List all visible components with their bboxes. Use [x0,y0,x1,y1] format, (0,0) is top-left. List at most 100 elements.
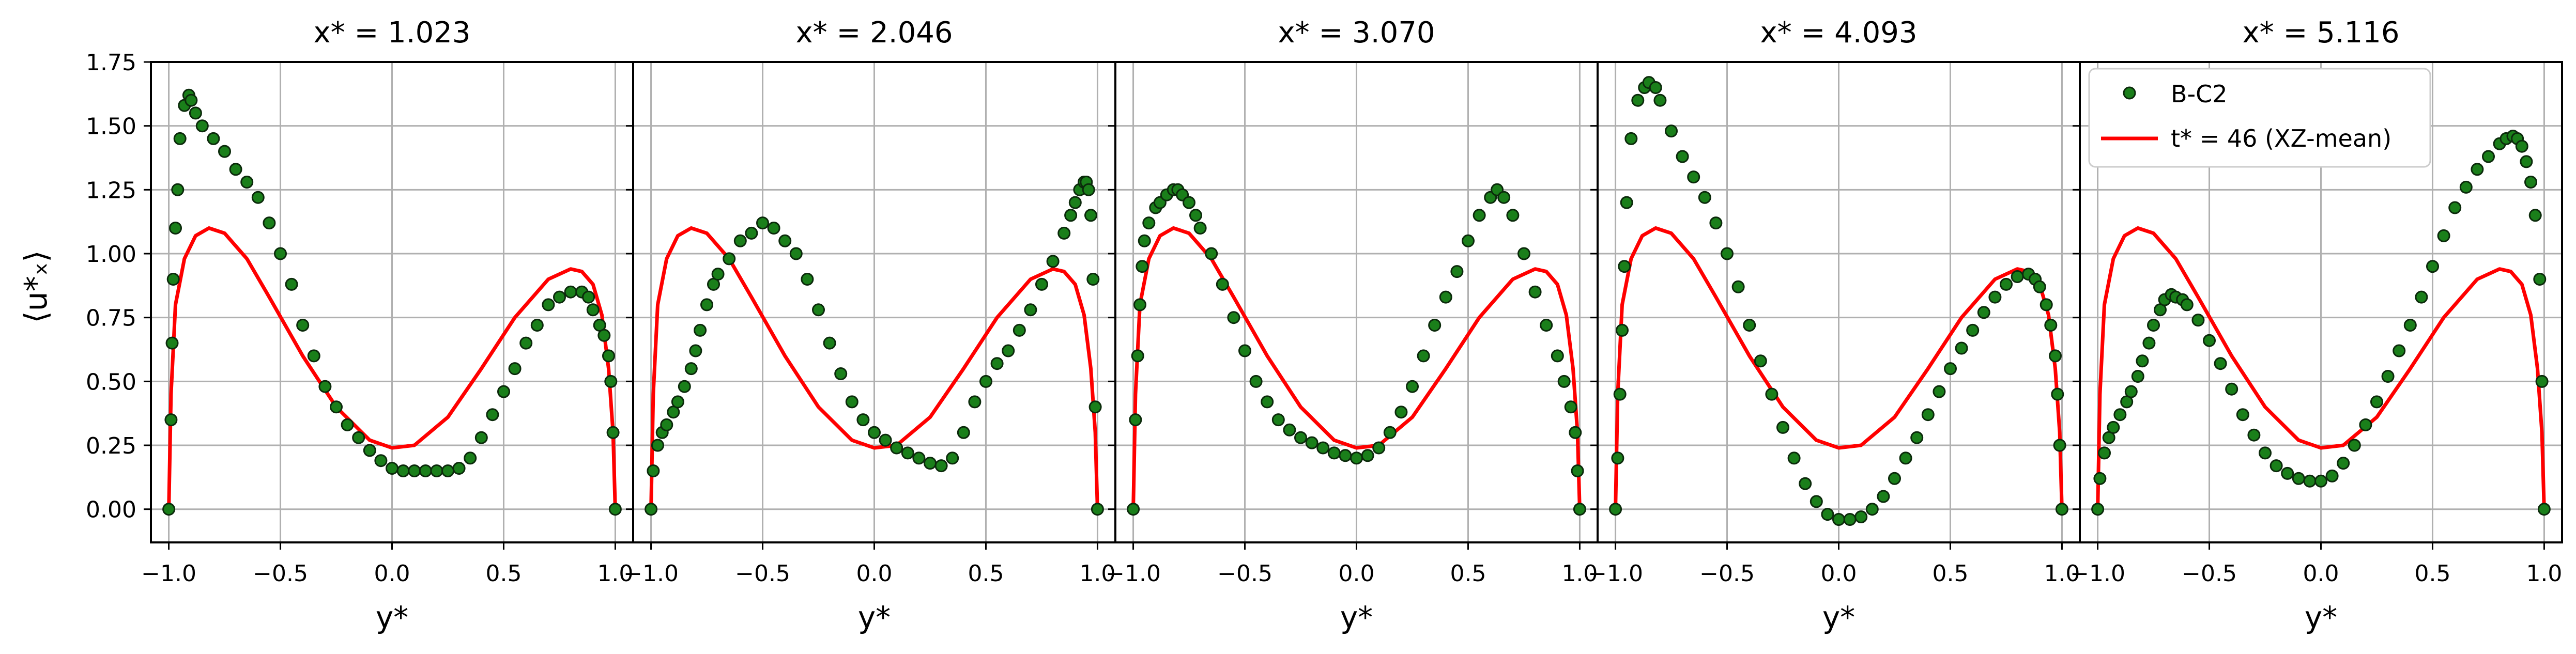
data-point [1133,298,1146,312]
data-point [767,222,780,235]
data-point [352,431,365,444]
x-tick-label: −1.0 [141,560,196,587]
data-point [1088,400,1102,414]
x-tick-label: 0.0 [374,560,410,587]
data-point [1865,503,1879,516]
data-point [2180,298,2194,312]
x-axis-title: y* [2305,600,2337,635]
data-point [2281,466,2294,480]
x-axis-title: y* [858,600,891,635]
data-point [1540,319,1553,332]
data-point [856,413,870,427]
data-point [868,426,881,439]
data-point [2381,370,2395,383]
data-point [2325,469,2339,482]
data-point [1024,303,1037,317]
data-point [671,395,684,409]
x-tick-label: −0.5 [1699,560,1755,587]
data-point [845,395,858,409]
x-tick-label: −1.0 [1588,560,1643,587]
data-point [1569,426,1582,439]
data-point [341,418,354,431]
data-point [1462,234,1475,247]
data-point [1361,449,1374,462]
data-point [1888,472,1901,485]
data-point [946,451,959,465]
data-point [2403,319,2417,332]
data-point [700,298,713,312]
data-point [789,247,803,260]
data-point [979,375,992,388]
data-point [733,234,747,247]
data-point [582,290,595,304]
data-point [171,183,185,196]
data-point [2415,290,2428,304]
data-point [1305,436,1318,449]
data-point [1776,421,1789,434]
x-tick-label: 1.0 [1079,560,1115,587]
data-point [1183,196,1195,209]
data-point [2247,428,2261,442]
data-point [2113,408,2127,422]
data-point [1261,395,1274,409]
data-point [2448,201,2462,214]
data-point [1721,247,1734,260]
data-point [756,216,769,230]
data-point [1294,431,1307,444]
data-point [1350,451,1363,465]
x-tick-label: −0.5 [2182,560,2237,587]
data-point [1131,349,1144,363]
data-point [834,367,848,380]
data-point [2051,387,2064,401]
data-point [1327,446,1341,460]
data-point [823,336,836,350]
legend-label-reference: t* = 46 (XZ-mean) [2171,124,2391,152]
data-point [924,457,937,470]
data-point [2515,139,2528,153]
data-point [2426,260,2439,273]
data-point [1899,451,1912,465]
data-point [2136,354,2149,368]
data-point [723,252,736,266]
data-point [1064,209,1078,222]
x-tick-label: −0.5 [1217,560,1272,587]
data-point [1631,94,1645,107]
data-point [419,464,432,477]
data-point [307,349,320,363]
data-point [1613,387,1627,401]
data-point [330,400,343,414]
data-point [207,132,220,145]
data-point [1227,311,1240,324]
data-point [2270,459,2283,473]
data-point [2214,357,2227,370]
data-point [542,298,555,312]
y-axis-title: ⟨u*ₓ⟩ [18,250,54,323]
data-point [441,464,454,477]
data-point [396,464,410,477]
data-point [2124,385,2138,398]
data-point [1618,260,1631,273]
data-point [1571,464,1584,477]
data-point [251,191,265,204]
data-point [1417,349,1430,363]
data-point [2203,334,2216,347]
data-point [1653,94,1667,107]
reference-line [167,226,617,509]
data-point [1933,385,1946,398]
data-point [1316,441,1330,455]
data-point [519,336,533,350]
legend-label-b-c2: B-C2 [2171,80,2228,108]
y-tick-label: 1.50 [86,114,136,140]
data-point [1977,306,1990,319]
data-point [1129,413,1142,427]
data-point [1687,170,1700,184]
data-point [296,319,310,332]
data-point [968,395,982,409]
data-point [879,433,892,447]
x-tick-label: 0.5 [2414,560,2450,587]
data-point [169,222,182,235]
data-point [430,464,443,477]
data-point [990,357,1004,370]
data-point [1497,191,1511,204]
